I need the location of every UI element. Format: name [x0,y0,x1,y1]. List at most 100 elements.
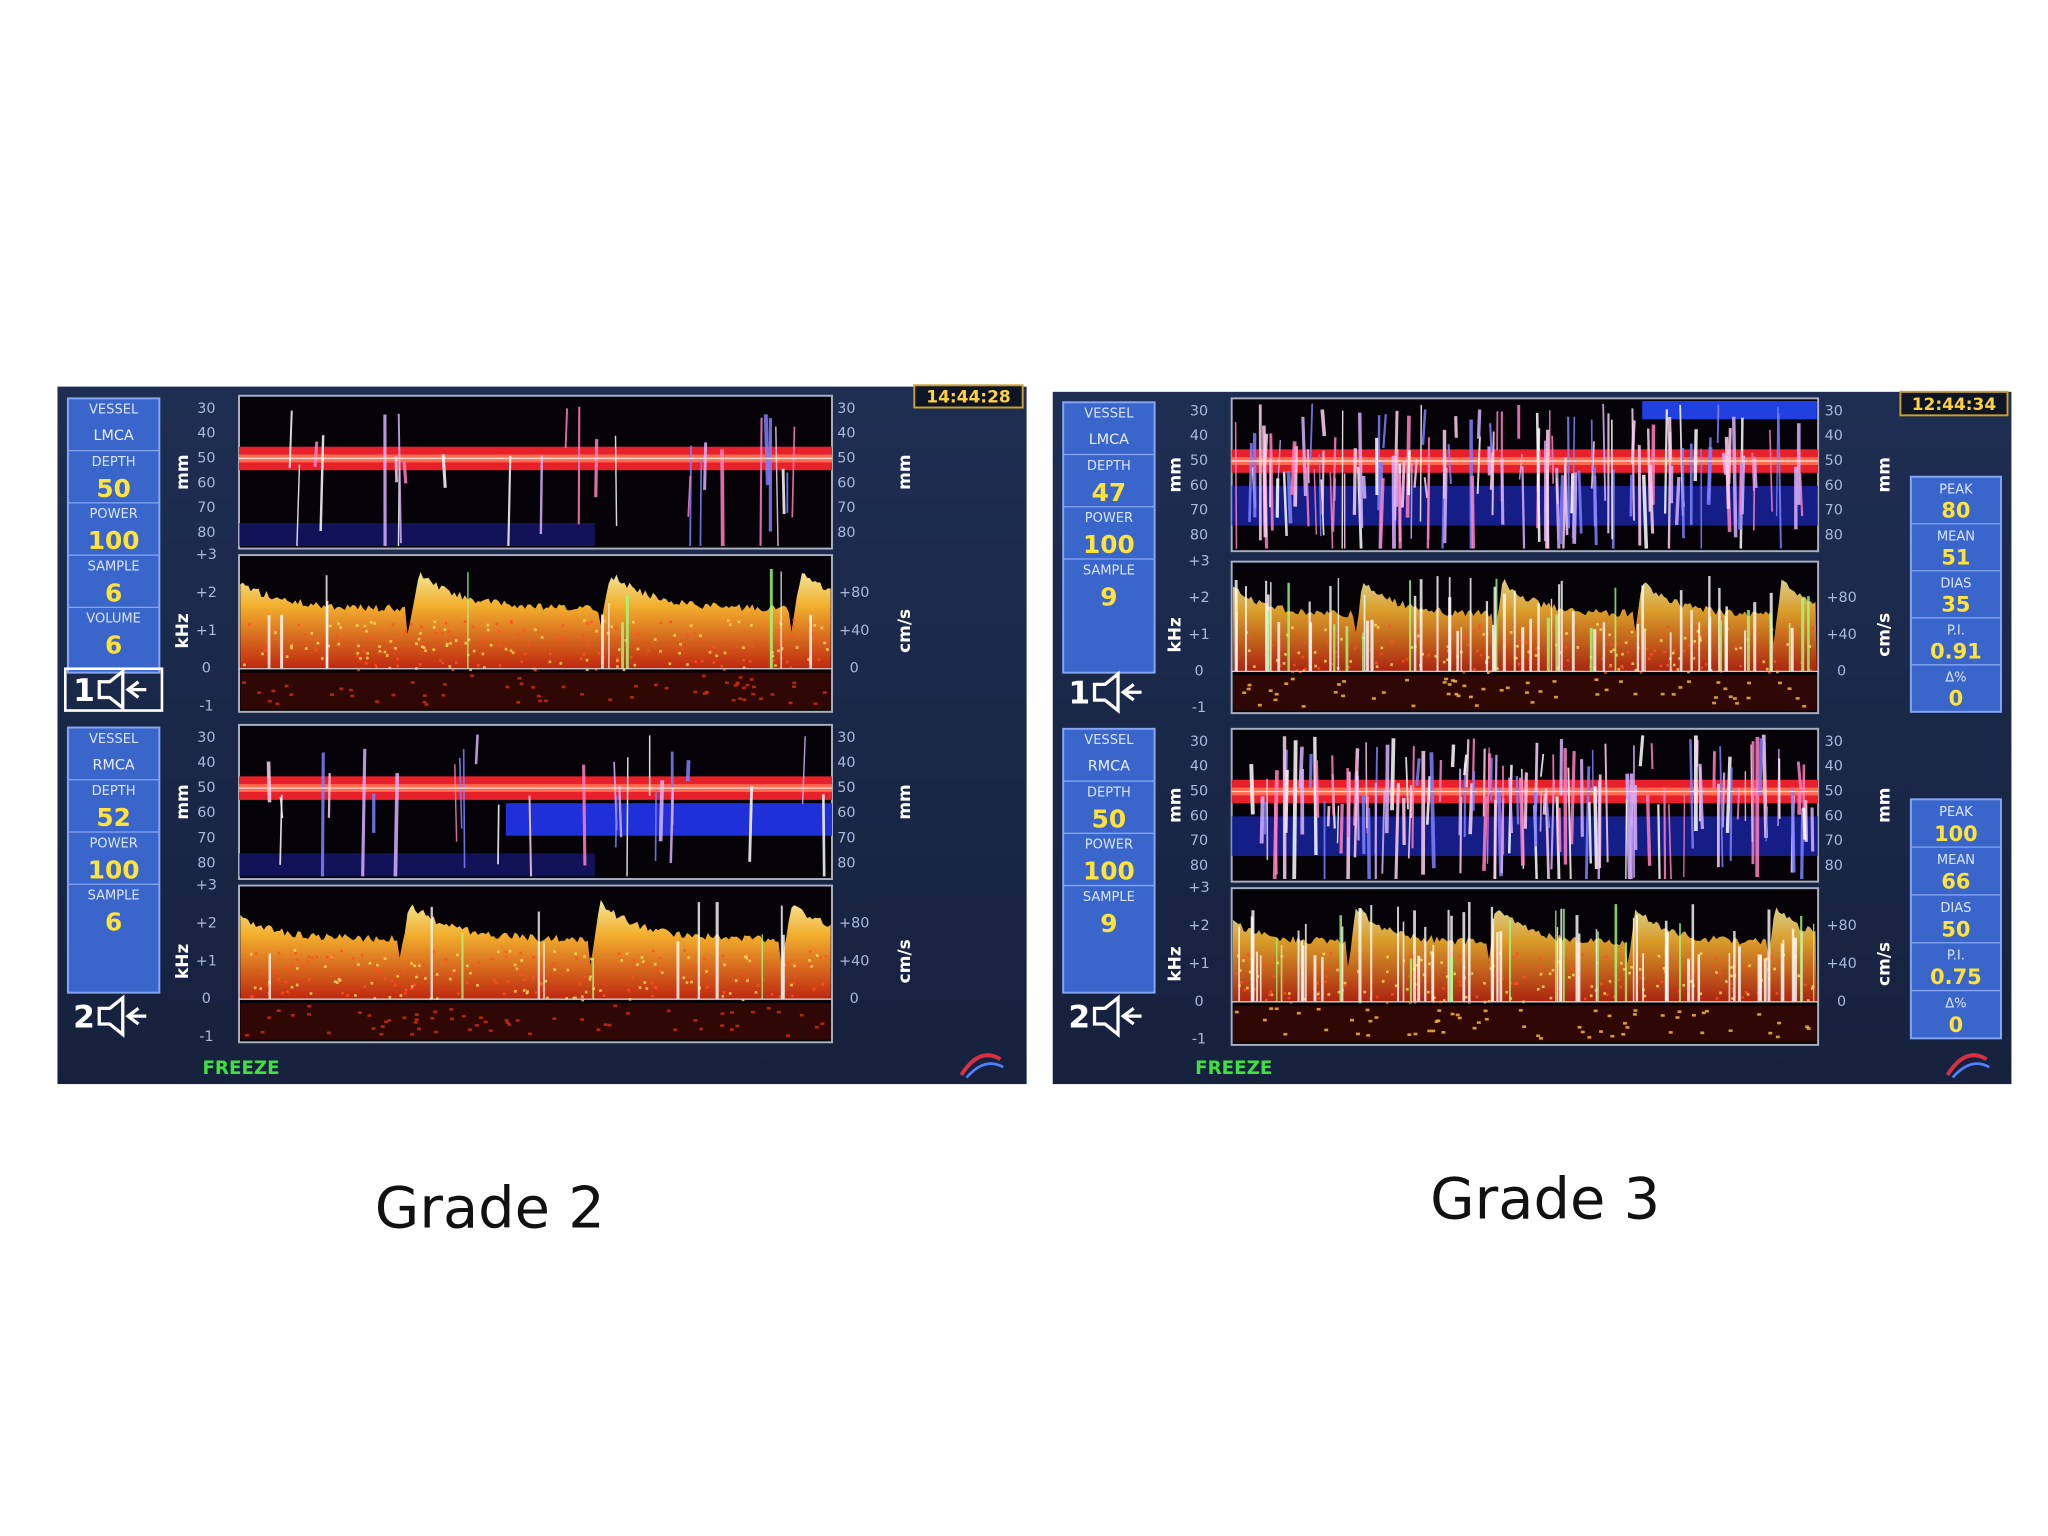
spectrum-speckle [1538,964,1541,968]
mmode-streak [441,454,447,488]
spectrum-speckle [1409,1001,1412,1005]
spectrum-speckle [424,649,427,653]
mmode-streak [1712,751,1716,789]
spectrum-speckle [636,632,640,636]
spectrum-speckle [1336,968,1339,972]
spectrum-speckle [579,657,583,661]
mmode-streak [1346,768,1350,837]
spectrum-speckle [391,639,395,642]
spectrum-speckle [595,629,598,633]
spectrum-speckle [385,654,389,657]
mmode-streak [1674,477,1681,525]
mmode-streak [1515,775,1520,825]
reverse-flow-speckle [1453,679,1458,683]
spectrum-speckle [581,634,585,637]
spectrum-speckle [476,664,480,667]
spectrum-speckle [439,659,442,662]
mmode-plot [1230,397,1820,553]
spectrum-speckle [720,664,723,668]
spectrum-speckle [651,994,654,998]
spectrum-speckle [471,625,475,629]
mmode-streak [1555,477,1559,504]
reverse-flow-speckle [414,1018,419,1021]
spectrum-speckle [316,641,320,645]
spectrum-speckle [699,634,702,638]
spectrum-speckle [417,637,421,641]
freq-tick-label: +1 [196,953,217,969]
mmode-streak [1752,458,1758,489]
spectrum-speckle [1260,960,1264,964]
mmode-streak [1765,806,1769,842]
depth-tick-label: 50 [1190,453,1208,469]
reverse-flow-speckle [1481,687,1486,691]
param-value: 50 [96,474,131,503]
spectrum-speckle [712,661,716,664]
spectrum-speckle [1666,625,1670,629]
reverse-flow-speckle [1301,705,1306,708]
reverse-flow-speckle [786,1034,791,1037]
stat-name: MEAN [1937,853,1975,868]
freq-tick-label: -1 [1192,700,1206,716]
mmode-streak [1698,763,1704,830]
mmode-streak [763,414,770,486]
reverse-flow-speckle [629,695,634,699]
mmode-streak [699,457,703,546]
probe-number: 1 [1068,676,1090,712]
depth-tick-label: 30 [1190,403,1208,419]
depth-tick-label: 50 [1190,784,1208,800]
reverse-flow-speckle [1290,677,1295,681]
reverse-flow-speckle [1607,1014,1612,1018]
reverse-flow-speckle [724,681,729,684]
spectrum-speckle [1486,671,1490,674]
spectrum-speckle [789,666,793,670]
spectrum-speckle [1282,662,1286,665]
spectrum-speckle [1271,643,1274,647]
mmode-streak [507,455,512,546]
spectrum-speckle [1353,647,1357,650]
spectrum-speckle [1415,964,1419,967]
mmode-streak [1588,802,1592,864]
spectrum-speckle [366,636,370,639]
spectrum-envelope [240,899,831,1000]
mmode-streak [1301,416,1308,497]
spectrum-speckle [1568,975,1571,979]
reverse-flow-speckle [379,1032,384,1036]
spectrum-speckle [1548,972,1552,976]
spectrum-speckle [1730,974,1733,978]
velocity-tick-label: 0 [1837,994,1846,1010]
spectrum-speckle [808,959,811,962]
spectrum-speckle [1699,639,1702,642]
spectrum-speckle [1246,986,1249,990]
freq-tick-label: +3 [196,878,217,894]
reverse-flow-speckle [1805,1025,1810,1029]
spectrum-speckle [1605,993,1609,997]
reverse-flow-speckle [1342,680,1347,683]
spectrum-speckle [638,986,642,990]
spectrum-speckle [307,955,311,959]
reverse-flow-speckle [1728,695,1733,699]
spectrum-speckle [376,963,379,967]
spectrum-speckle [578,982,582,986]
spectrum-speckle [640,956,644,959]
spectrum-speckle [1522,963,1525,966]
spectrum-speckle [449,641,452,645]
reverse-flow-speckle [357,1011,362,1015]
spectrum-speckle [1734,647,1738,651]
spectrum-speckle [391,623,395,627]
reverse-flow-speckle [1407,1033,1412,1036]
spectrum-speckle [643,981,647,984]
probe-number: 2 [73,999,95,1035]
spectrum-speckle [1428,962,1431,966]
mmode-streak [1706,447,1713,505]
reverse-flow-speckle [1687,680,1691,683]
reverse-flow-speckle [733,684,738,687]
reverse-flow-speckle [1539,1037,1543,1040]
spectrum-speckle [285,966,288,970]
mmode-streak [1426,464,1431,549]
mmode-streak [1523,772,1528,829]
spectrum-speckle [340,949,343,953]
spectrum-speckle [413,983,417,987]
depth-tick-label: 40 [1825,759,1843,775]
spectrum-speckle [1551,968,1555,972]
